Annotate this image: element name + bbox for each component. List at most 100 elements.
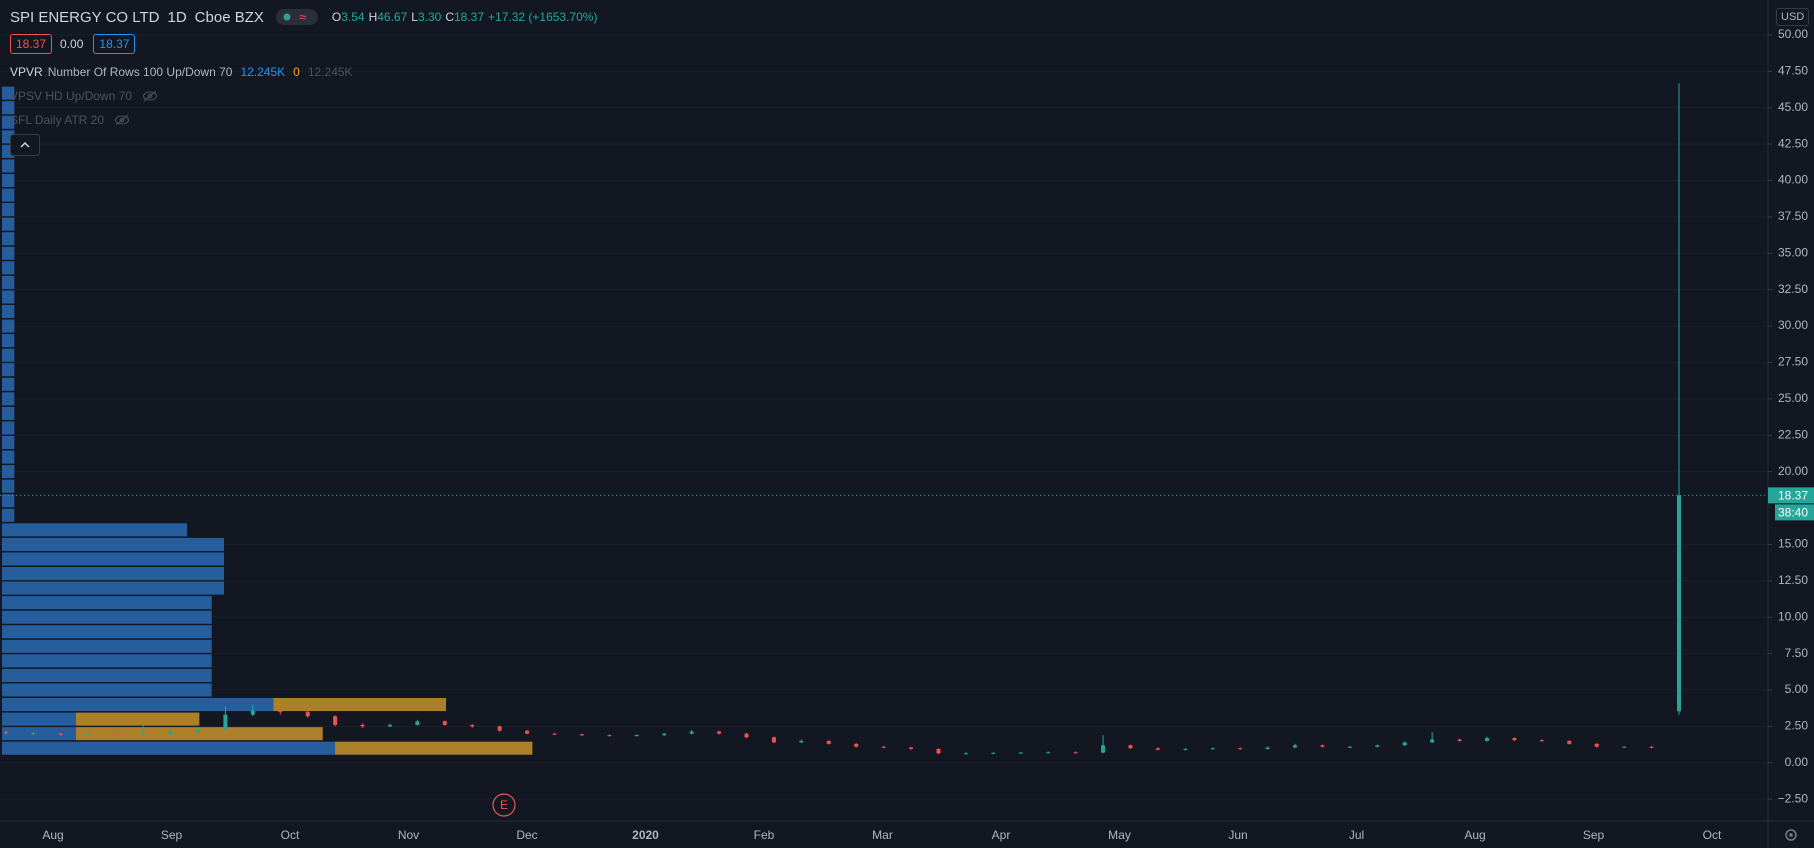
- candle-body: [1293, 745, 1298, 748]
- volume-profile-up: [2, 290, 15, 304]
- volume-profile-up: [2, 406, 15, 420]
- indicator-row: VPSV HD Up/Down 70: [10, 89, 158, 103]
- candle-body: [278, 710, 283, 712]
- volume-profile-up: [2, 203, 15, 217]
- price-tag-bg: [1768, 487, 1814, 504]
- volume-profile-up: [2, 261, 15, 275]
- volume-profile-up: [2, 377, 15, 391]
- volume-profile-up: [2, 435, 15, 450]
- ohlc-value: 3.30: [417, 10, 442, 24]
- indicator-row: SFL Daily ATR 20: [10, 113, 130, 127]
- candle-body: [1485, 738, 1490, 741]
- volume-profile-up: [2, 392, 15, 406]
- volume-profile-up: [2, 581, 225, 595]
- interval[interactable]: 1D: [167, 8, 187, 26]
- y-tick-label: 22.50: [1778, 427, 1808, 441]
- candle-body: [223, 714, 228, 730]
- spread: 0.00: [60, 37, 84, 51]
- candle-body: [1073, 752, 1078, 754]
- candle-body: [305, 711, 310, 717]
- hidden-eye-icon[interactable]: [142, 90, 158, 102]
- change: +17.32 (+1653.70%): [488, 10, 598, 24]
- volume-profile-up: [2, 567, 225, 581]
- volume-profile-up: [2, 494, 15, 508]
- candle-body: [1046, 752, 1051, 754]
- x-tick-label: May: [1108, 828, 1131, 842]
- volume-profile-up: [2, 101, 15, 115]
- svg-text:≈: ≈: [299, 9, 306, 24]
- candle-body: [195, 729, 200, 733]
- volume-profile-up: [2, 683, 212, 697]
- volume-profile-up: [2, 246, 15, 260]
- y-tick-label: 35.00: [1778, 245, 1808, 259]
- indicator-value: 0: [293, 65, 300, 79]
- volume-profile-up: [2, 421, 15, 435]
- x-tick-label: Jun: [1228, 828, 1247, 842]
- volume-profile-up: [2, 348, 15, 362]
- y-tick-label: 30.00: [1778, 318, 1808, 332]
- x-tick-label: Aug: [42, 828, 63, 842]
- y-tick-label: 50.00: [1778, 27, 1808, 41]
- candle-body: [689, 731, 694, 734]
- settings-icon[interactable]: [1782, 826, 1800, 844]
- bid-box[interactable]: 18.37: [10, 34, 53, 54]
- candle-body: [1155, 748, 1160, 750]
- candle-body: [744, 733, 749, 738]
- candle-body: [1512, 738, 1517, 741]
- candle-body: [881, 746, 886, 748]
- currency-button[interactable]: USD: [1776, 8, 1810, 26]
- candle-body: [141, 734, 146, 736]
- volume-profile-down: [335, 741, 533, 755]
- candle-body: [1457, 739, 1462, 741]
- indicator-name[interactable]: SFL Daily ATR 20: [10, 113, 105, 127]
- indicator-name[interactable]: VPVR: [10, 65, 43, 79]
- earnings-marker: E: [500, 798, 508, 812]
- x-tick-label: Aug: [1464, 828, 1485, 842]
- candle-body: [1677, 495, 1681, 712]
- symbol-title[interactable]: SPI ENERGY CO LTD: [10, 8, 160, 26]
- earnings-marker-circle: [492, 793, 516, 817]
- candle-body: [826, 740, 831, 744]
- candle-body: [1238, 748, 1243, 750]
- candle-body: [854, 743, 859, 747]
- volume-profile-up: [2, 173, 15, 188]
- y-tick-label: 25.00: [1778, 391, 1808, 405]
- volume-profile-up: [2, 537, 225, 551]
- candle-body: [1594, 743, 1599, 747]
- candle-body: [1320, 745, 1325, 747]
- y-tick-label: 7.50: [1785, 646, 1809, 660]
- volume-profile-up: [2, 712, 77, 726]
- collapse-button[interactable]: [10, 134, 40, 156]
- candle-body: [991, 752, 996, 754]
- volume-profile-down: [76, 712, 200, 726]
- candle-body: [1101, 745, 1106, 753]
- candle-body: [1128, 745, 1133, 749]
- volume-profile-up: [2, 115, 15, 129]
- volume-profile-up: [2, 363, 15, 377]
- candle-body: [909, 747, 914, 749]
- ask-box[interactable]: 18.37: [93, 34, 136, 54]
- candle-body: [799, 740, 804, 743]
- volume-profile-up: [2, 727, 77, 741]
- volume-profile-up: [2, 596, 212, 610]
- candle-body: [442, 721, 447, 725]
- candle-body: [1402, 742, 1407, 746]
- indicator-row: VPVR Number Of Rows 100 Up/Down 70 12.24…: [10, 65, 353, 79]
- volume-profile-up: [2, 465, 15, 479]
- x-tick-label: Feb: [754, 828, 775, 842]
- candle-body: [771, 737, 776, 743]
- y-tick-label: 32.50: [1778, 282, 1808, 296]
- candle-body: [525, 730, 530, 734]
- price-tag: 18.37: [1778, 489, 1808, 503]
- volume-profile-up: [2, 450, 15, 464]
- x-tick-label: Jul: [1349, 828, 1364, 842]
- candle-body: [936, 748, 941, 754]
- candle-body: [1265, 747, 1270, 749]
- volume-profile-up: [2, 523, 188, 537]
- indicator-name[interactable]: VPSV HD Up/Down 70: [10, 89, 133, 103]
- hidden-eye-icon[interactable]: [114, 114, 130, 126]
- countdown-bg: [1775, 504, 1814, 521]
- volume-profile-up: [2, 86, 15, 100]
- ohlc-key: H: [368, 10, 378, 24]
